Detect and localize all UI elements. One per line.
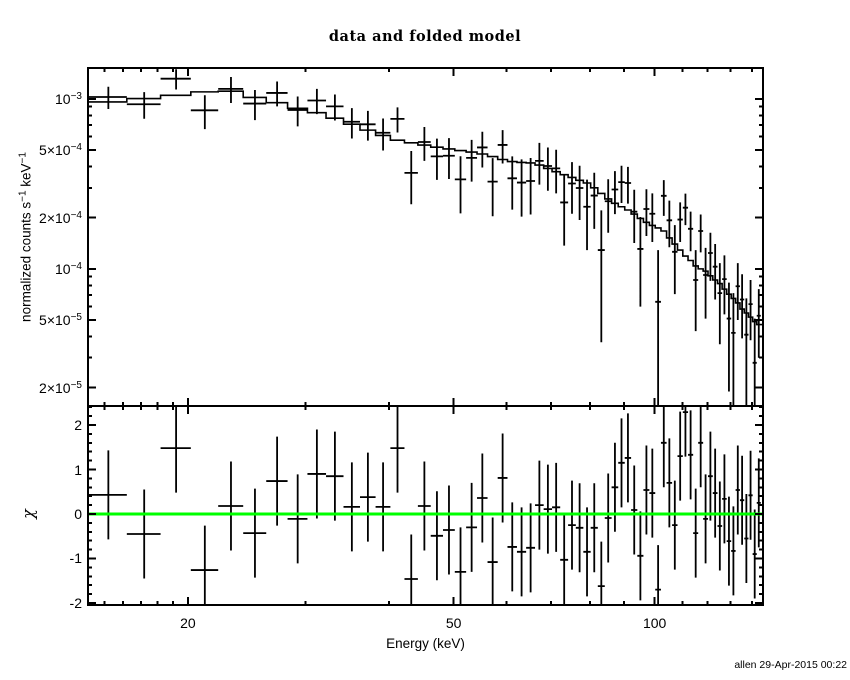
y-tick-label: 5×10−5: [39, 312, 82, 329]
chart-title: data and folded model: [328, 28, 522, 45]
exponent: −4: [70, 209, 82, 221]
chi-tick-label: 1: [74, 461, 82, 478]
x-tick-label: 50: [445, 615, 462, 631]
x-tick-label: 100: [642, 615, 667, 631]
y-tick-label: 10−4: [55, 260, 82, 277]
chi-tick-label: -2: [69, 594, 82, 611]
exponent: −1: [17, 190, 29, 202]
plot-timestamp: allen 29-Apr-2015 00:22: [734, 659, 847, 671]
x-axis-label-energy: Energy (keV): [386, 636, 465, 651]
exponent: −4: [70, 260, 82, 272]
exponent: −4: [70, 142, 82, 154]
chi-tick-label: -1: [69, 550, 82, 567]
exponent: −3: [70, 90, 82, 102]
chi-tick-label: 0: [74, 505, 82, 522]
exponent: −5: [70, 312, 82, 324]
chi-tick-label: 2: [74, 417, 82, 433]
x-tick-label: 20: [180, 615, 196, 631]
y-tick-label: 5×10−4: [39, 142, 82, 159]
y-tick-label: 10−3: [55, 90, 82, 107]
y-axis-label-counts: normalized counts s−1 keV−1: [17, 152, 34, 322]
y-tick-label: 2×10−4: [39, 209, 82, 226]
y-tick-label: 2×10−5: [39, 379, 82, 396]
exponent: −5: [70, 379, 82, 391]
